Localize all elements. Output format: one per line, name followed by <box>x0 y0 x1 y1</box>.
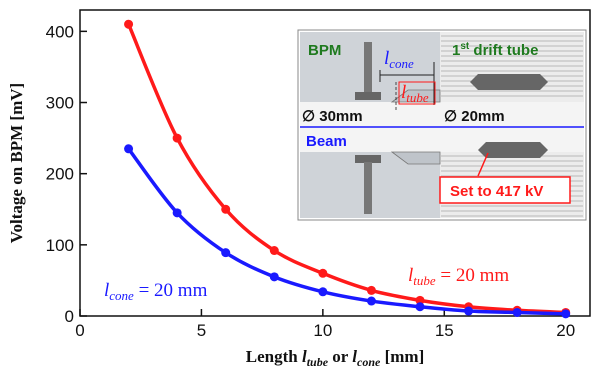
inset-d20-label: ∅ 20mm <box>444 108 505 125</box>
x-tick-label: 15 <box>435 321 454 340</box>
series-0-point <box>366 285 376 295</box>
series-layer <box>124 19 571 319</box>
inset-ltube-label: ltube <box>401 82 429 105</box>
inset-schematic: BPM lcone ltube 1st drift tube ∅ 30mm ∅ … <box>297 29 587 221</box>
series-1-point <box>318 287 328 297</box>
series-0-point <box>221 204 231 214</box>
series-0-point <box>269 246 279 256</box>
series-1-point <box>512 307 522 317</box>
annotation-ltube: ltube = 20 mm <box>408 265 509 288</box>
y-tick-label: 400 <box>46 22 74 41</box>
series-0-point <box>415 295 425 305</box>
inset-d30-label: ∅ 30mm <box>302 108 363 125</box>
y-tick-label: 300 <box>46 94 74 113</box>
x-tick-label: 20 <box>556 321 575 340</box>
series-0-point <box>318 268 328 278</box>
inset-lcone-label: lcone <box>384 48 414 71</box>
inset-beam-label: Beam <box>306 133 347 150</box>
series-1-point <box>464 306 474 316</box>
y-tick-label: 0 <box>65 307 74 326</box>
annotation-lcone: lcone = 20 mm <box>104 280 208 303</box>
series-1-point <box>221 248 231 258</box>
series-1-point <box>124 144 134 154</box>
x-tick-label: 5 <box>197 321 206 340</box>
series-1-point <box>172 208 182 218</box>
series-0-point <box>124 19 134 29</box>
inset-bpm-label: BPM <box>308 42 341 59</box>
inset-drift-label: 1st drift tube <box>452 41 538 59</box>
series-1-point <box>269 272 279 282</box>
series-1-point <box>415 302 425 312</box>
y-tick-label: 200 <box>46 165 74 184</box>
series-0-point <box>172 133 182 143</box>
y-axis-label: Voltage on BPM [mV] <box>7 83 26 243</box>
x-axis-label: Length ltube or lcone [mm] <box>246 347 425 369</box>
series-1-point <box>561 309 571 319</box>
plot-frame <box>79 9 591 317</box>
inset-set-label: Set to 417 kV <box>450 183 543 200</box>
x-tick-label: 0 <box>75 321 84 340</box>
series-1-point <box>366 296 376 306</box>
series-line-1 <box>127 147 566 316</box>
x-tick-label: 10 <box>313 321 332 340</box>
y-tick-label: 100 <box>46 236 74 255</box>
